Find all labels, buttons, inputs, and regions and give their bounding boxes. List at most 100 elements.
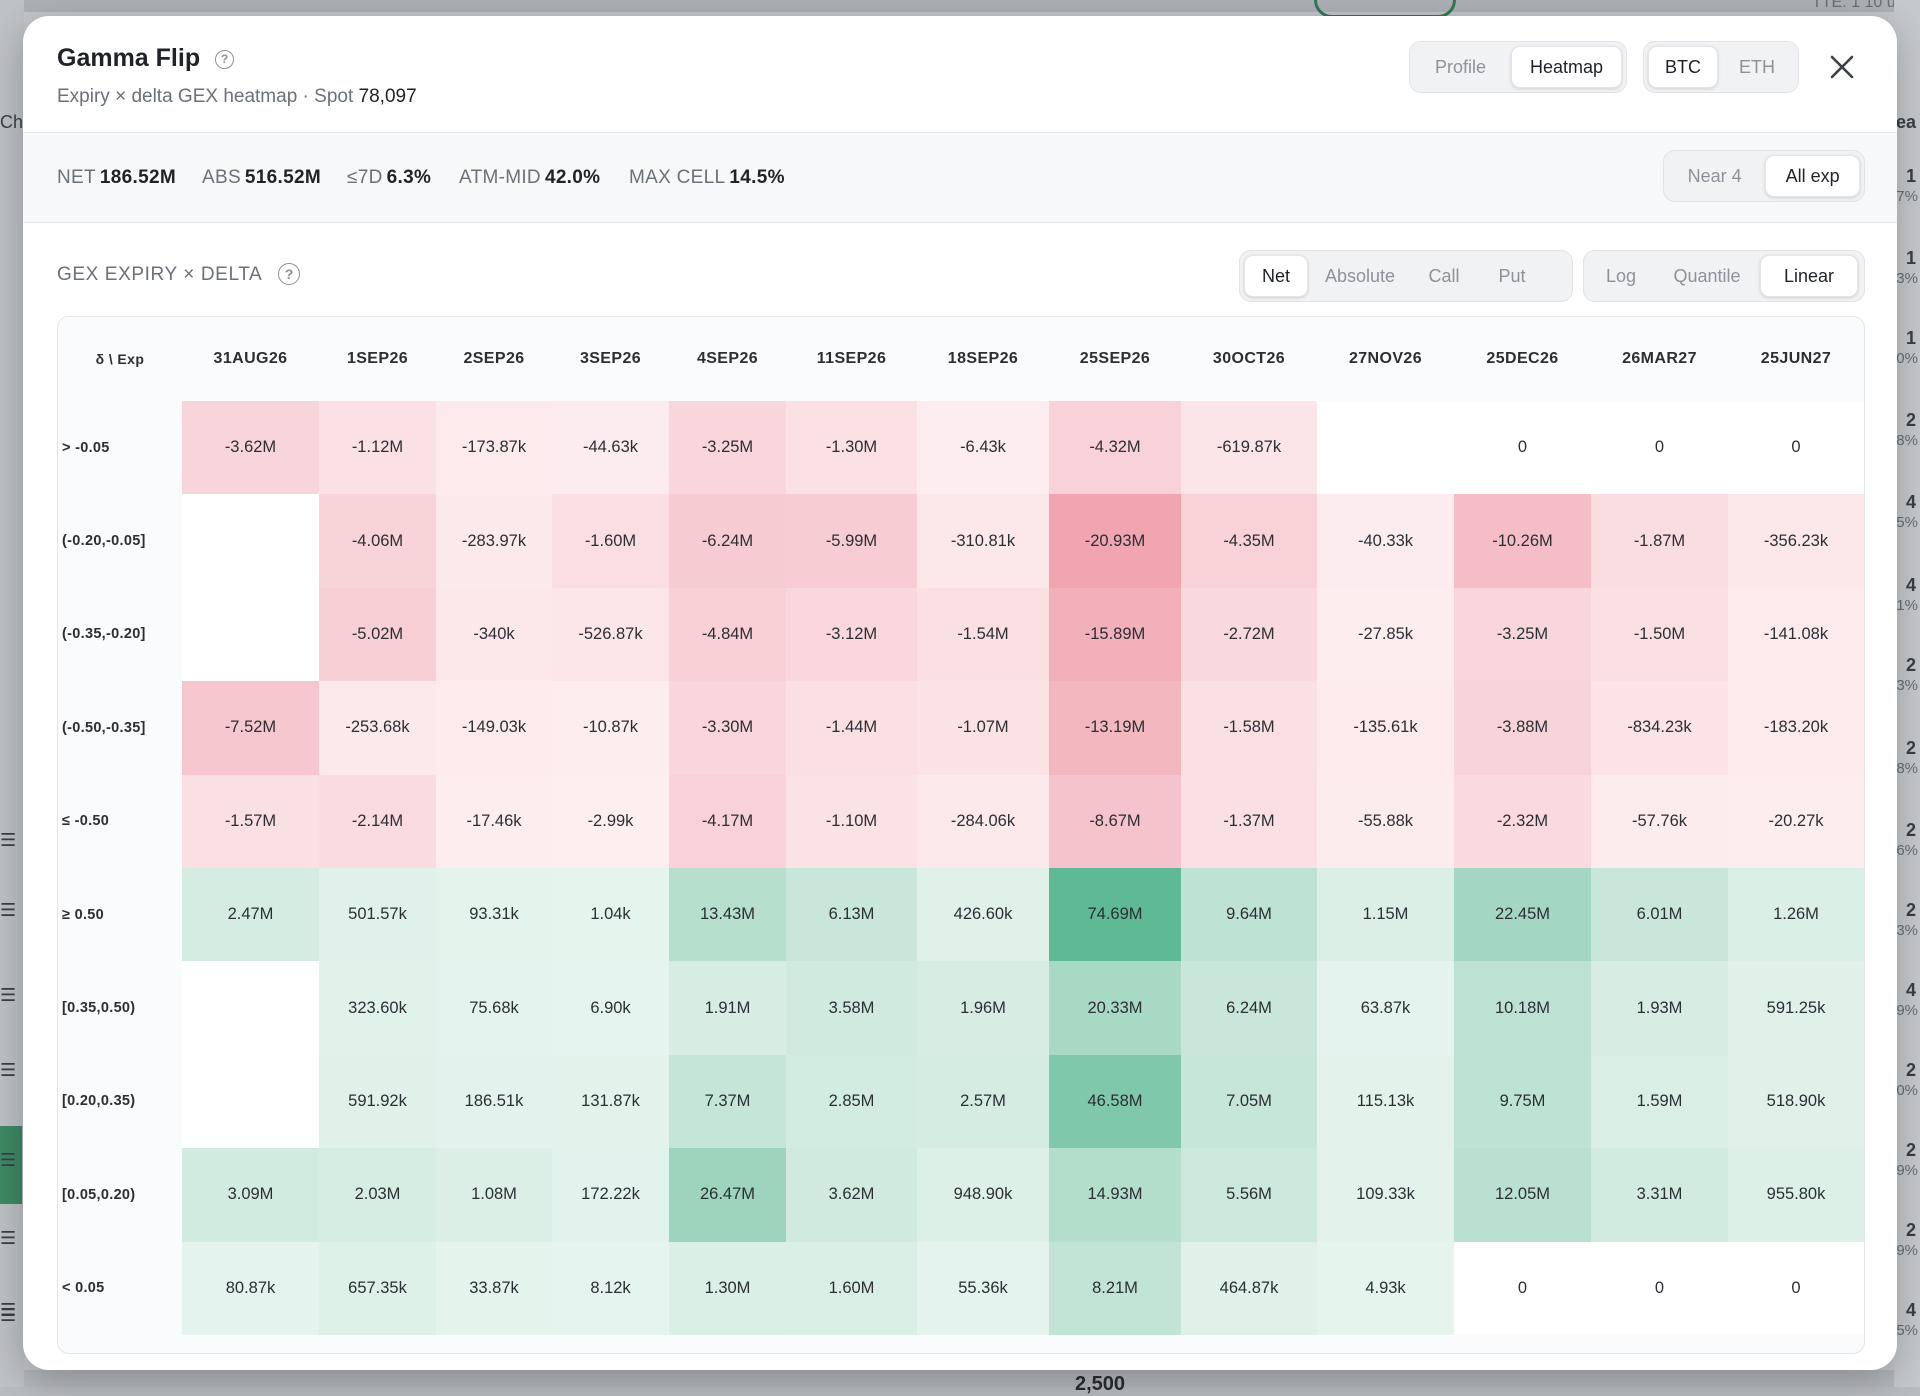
heatmap-cell[interactable]: -3.30M [669,681,786,775]
heatmap-cell[interactable]: -4.17M [669,774,786,868]
heatmap-cell[interactable]: 0 [1728,1241,1864,1335]
heatmap-cell[interactable]: 186.51k [436,1054,552,1149]
heatmap-cell[interactable]: 3.62M [786,1148,917,1242]
scale-option-log[interactable]: Log [1605,265,1637,286]
heatmap-cell[interactable]: -141.08k [1728,587,1864,682]
heatmap-cell[interactable]: 109.33k [1317,1148,1454,1242]
heatmap-cell[interactable]: -2.32M [1454,774,1591,868]
heatmap-cell[interactable]: 4.93k [1317,1241,1454,1335]
heatmap-cell[interactable]: 591.92k [319,1054,436,1149]
heatmap-cell[interactable]: -1.57M [182,774,319,868]
metric-option-call[interactable]: Call [1428,265,1460,286]
heatmap-cell[interactable]: 2.47M [182,867,319,962]
heatmap-cell[interactable]: 426.60k [917,867,1049,962]
heatmap-cell[interactable]: -173.87k [436,401,552,495]
heatmap-cell[interactable]: 63.87k [1317,961,1454,1055]
heatmap-cell[interactable]: 74.69M [1049,867,1181,962]
heatmap-cell[interactable]: 0 [1591,1241,1728,1335]
heatmap-cell[interactable]: 2.57M [917,1054,1049,1149]
heatmap-cell[interactable]: 6.13M [786,867,917,962]
heatmap-cell[interactable]: -1.54M [917,587,1049,682]
heatmap-cell[interactable]: 8.21M [1049,1241,1181,1335]
heatmap-cell[interactable]: 22.45M [1454,867,1591,962]
heatmap-cell[interactable]: -3.25M [669,401,786,495]
heatmap-cell[interactable]: -55.88k [1317,774,1454,868]
section-help-icon[interactable]: ? [278,263,300,285]
heatmap-cell[interactable]: 7.37M [669,1054,786,1149]
expiry-option-near4[interactable]: Near 4 [1687,165,1742,186]
heatmap-cell[interactable]: 1.08M [436,1148,552,1242]
heatmap-cell[interactable] [182,961,319,1055]
scale-option-quantile[interactable]: Quantile [1673,265,1741,286]
expiry-option-all[interactable]: All exp [1765,155,1860,197]
heatmap-cell[interactable]: 501.57k [319,867,436,962]
heatmap-cell[interactable]: 464.87k [1181,1241,1317,1335]
heatmap-cell[interactable]: 948.90k [917,1148,1049,1242]
heatmap-cell[interactable]: 2.03M [319,1148,436,1242]
heatmap-cell[interactable]: 0 [1728,401,1864,495]
heatmap-cell[interactable]: -1.58M [1181,681,1317,775]
heatmap-cell[interactable]: -4.84M [669,587,786,682]
scale-option-linear[interactable]: Linear [1760,255,1858,297]
heatmap-cell[interactable]: 7.05M [1181,1054,1317,1149]
heatmap-cell[interactable]: 955.80k [1728,1148,1864,1242]
heatmap-cell[interactable]: 6.01M [1591,867,1728,962]
heatmap-cell[interactable]: 46.58M [1049,1054,1181,1149]
heatmap-cell[interactable]: -4.32M [1049,401,1181,495]
heatmap-cell[interactable]: -340k [436,587,552,682]
heatmap-cell[interactable]: -6.43k [917,401,1049,495]
heatmap-cell[interactable]: -2.14M [319,774,436,868]
heatmap-cell[interactable] [1317,401,1454,495]
heatmap-cell[interactable]: 55.36k [917,1241,1049,1335]
heatmap-cell[interactable]: 3.58M [786,961,917,1055]
heatmap-cell[interactable]: -1.87M [1591,494,1728,588]
heatmap-cell[interactable]: -310.81k [917,494,1049,588]
heatmap-cell[interactable]: 3.31M [1591,1148,1728,1242]
close-button[interactable] [1825,50,1859,84]
heatmap-cell[interactable]: 1.30M [669,1241,786,1335]
heatmap-cell[interactable]: -4.35M [1181,494,1317,588]
heatmap-cell[interactable]: 26.47M [669,1148,786,1242]
heatmap-cell[interactable]: -3.88M [1454,681,1591,775]
heatmap-cell[interactable]: 6.90k [552,961,669,1055]
heatmap-cell[interactable]: -7.52M [182,681,319,775]
heatmap-cell[interactable]: 9.75M [1454,1054,1591,1149]
heatmap-cell[interactable] [182,587,319,682]
coin-option-eth[interactable]: ETH [1739,56,1775,77]
heatmap-cell[interactable]: -2.72M [1181,587,1317,682]
heatmap-cell[interactable]: -27.85k [1317,587,1454,682]
heatmap-cell[interactable]: 5.56M [1181,1148,1317,1242]
heatmap-cell[interactable]: 131.87k [552,1054,669,1149]
heatmap-cell[interactable]: -3.25M [1454,587,1591,682]
heatmap-cell[interactable]: -1.07M [917,681,1049,775]
heatmap-cell[interactable]: -1.60M [552,494,669,588]
title-help-icon[interactable]: ? [215,50,234,69]
heatmap-cell[interactable]: 1.91M [669,961,786,1055]
heatmap-cell[interactable]: -1.10M [786,774,917,868]
heatmap-cell[interactable]: 1.59M [1591,1054,1728,1149]
heatmap-cell[interactable]: -57.76k [1591,774,1728,868]
heatmap-cell[interactable]: 93.31k [436,867,552,962]
heatmap-cell[interactable]: -3.12M [786,587,917,682]
heatmap-cell[interactable]: -1.12M [319,401,436,495]
metric-option-put[interactable]: Put [1498,265,1526,286]
heatmap-cell[interactable]: -10.87k [552,681,669,775]
heatmap-cell[interactable]: -1.30M [786,401,917,495]
heatmap-cell[interactable]: 12.05M [1454,1148,1591,1242]
heatmap-cell[interactable]: 2.85M [786,1054,917,1149]
heatmap-cell[interactable]: 20.33M [1049,961,1181,1055]
heatmap-cell[interactable]: 518.90k [1728,1054,1864,1149]
heatmap-cell[interactable]: 115.13k [1317,1054,1454,1149]
heatmap-cell[interactable]: -20.93M [1049,494,1181,588]
heatmap-cell[interactable]: 1.96M [917,961,1049,1055]
heatmap-cell[interactable]: 3.09M [182,1148,319,1242]
view-option-profile[interactable]: Profile [1435,56,1487,77]
heatmap-cell[interactable]: -2.99k [552,774,669,868]
heatmap-cell[interactable]: -5.99M [786,494,917,588]
heatmap-cell[interactable]: 14.93M [1049,1148,1181,1242]
heatmap-cell[interactable]: 10.18M [1454,961,1591,1055]
heatmap-cell[interactable]: 1.15M [1317,867,1454,962]
heatmap-cell[interactable]: 657.35k [319,1241,436,1335]
heatmap-cell[interactable]: 6.24M [1181,961,1317,1055]
heatmap-cell[interactable]: -253.68k [319,681,436,775]
